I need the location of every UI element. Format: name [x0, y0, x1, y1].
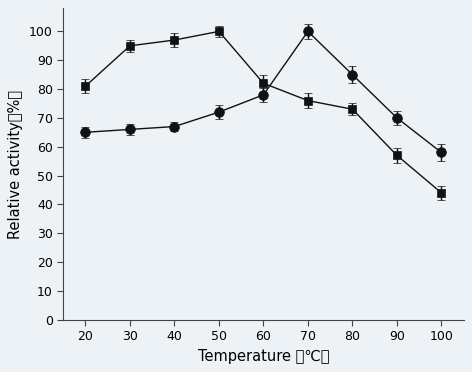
Y-axis label: Relative activity（%）: Relative activity（%）	[8, 90, 23, 238]
X-axis label: Temperature （℃）: Temperature （℃）	[198, 349, 329, 364]
